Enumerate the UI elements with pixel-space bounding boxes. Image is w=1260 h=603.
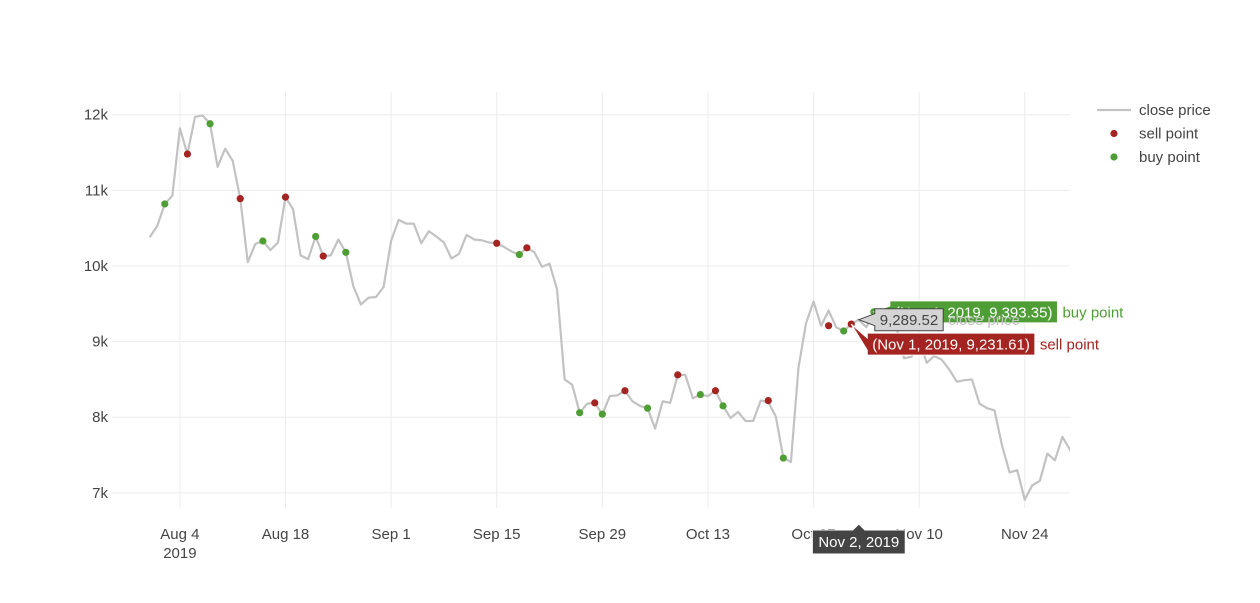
hover-x-label: Nov 2, 2019 <box>811 523 906 555</box>
sell-point-marker[interactable] <box>621 387 629 395</box>
sell-point-marker[interactable] <box>825 322 833 330</box>
axis-layer: 7k 8k 9k 10k 11k 12k Aug 4 2019 Aug 18 Sep 1 Sep 1… <box>84 107 1049 562</box>
sell-point-marker[interactable] <box>764 396 772 405</box>
sell-point-marker[interactable] <box>523 244 531 252</box>
x-tick-label: Sep 1 <box>372 526 411 543</box>
marker-layer <box>161 120 878 462</box>
legend-label-buy-point: buy point <box>1139 149 1201 166</box>
x-tick-sublabel: 2019 <box>163 545 196 562</box>
hover-label-value-sell-point: (Nov 1, 2019, 9,231.61) <box>872 337 1030 354</box>
sell-point-marker[interactable] <box>591 399 599 407</box>
hover-labels: Nov 2, 2019(Nov 4, 2019, 9,393.35) buy po… <box>811 300 1124 555</box>
x-tick-label: Sep 29 <box>579 526 627 543</box>
hover-label-close-price: 9,289.52 close price <box>857 308 1020 332</box>
hover-label-sell-point: (Nov 1, 2019, 9,231.61) sell point <box>850 323 1100 356</box>
hover-label-box-sell-point <box>850 323 1036 356</box>
x-tick-label: Sep 15 <box>473 526 521 543</box>
hover-label-value-close-price: 9,289.52 <box>880 312 938 329</box>
y-tick-label: 8k <box>92 409 108 426</box>
y-tick-label: 9k <box>92 334 108 351</box>
legend[interactable]: close price sell point buy point <box>1097 102 1211 166</box>
hover-label-name-sell-point: sell point <box>1040 337 1100 354</box>
y-tick-label: 11k <box>85 182 109 199</box>
sell-point-marker[interactable] <box>183 150 192 158</box>
buy-point-marker[interactable] <box>696 390 704 399</box>
y-tick-label: 10k <box>84 258 109 275</box>
legend-label-close-price: close price <box>1139 102 1211 119</box>
buy-point-marker[interactable] <box>515 251 523 259</box>
legend-swatch-buy-point <box>1110 153 1118 161</box>
hover-label-box-close-price <box>857 308 944 332</box>
x-tick-label: Aug 4 <box>160 526 199 543</box>
hover-x-label-text: Nov 2, 2019 <box>818 534 899 551</box>
x-tick-label: Nov 10 <box>895 526 943 543</box>
buy-point-marker[interactable] <box>259 237 267 245</box>
legend-label-sell-point: sell point <box>1139 126 1199 143</box>
legend-item-sell-point[interactable]: sell point <box>1110 126 1199 143</box>
y-tick-label: 7k <box>92 485 108 502</box>
buy-point-marker[interactable] <box>598 410 606 418</box>
sell-point-marker[interactable] <box>674 371 682 379</box>
sell-point-marker[interactable] <box>281 193 290 201</box>
buy-point-marker[interactable] <box>206 120 214 128</box>
hover-label-name-close-price: close price <box>948 312 1020 329</box>
buy-point-marker[interactable] <box>719 402 727 410</box>
legend-item-buy-point[interactable]: buy point <box>1110 149 1201 166</box>
buy-point-marker[interactable] <box>840 327 848 335</box>
x-tick-label: Nov 24 <box>1001 526 1049 543</box>
buy-point-marker[interactable] <box>342 248 350 256</box>
sell-point-marker[interactable] <box>319 252 327 260</box>
sell-point-marker[interactable] <box>493 239 501 247</box>
buy-point-marker[interactable] <box>576 409 584 417</box>
hover-label-name-buy-point: buy point <box>1062 304 1124 321</box>
legend-swatch-sell-point <box>1110 129 1118 138</box>
y-tick-label: 12k <box>84 107 109 124</box>
x-tick-label: Oct 13 <box>686 526 730 543</box>
legend-item-close-price[interactable]: close price <box>1097 102 1211 119</box>
sell-point-marker[interactable] <box>711 387 720 395</box>
buy-point-marker[interactable] <box>779 454 787 462</box>
buy-point-marker[interactable] <box>643 404 652 412</box>
x-tick-label: Aug 18 <box>262 526 310 543</box>
grid-layer <box>112 92 1070 508</box>
buy-point-marker[interactable] <box>312 232 320 241</box>
hover-x-label-box <box>811 523 906 555</box>
buy-point-marker[interactable] <box>161 200 169 208</box>
sell-point-marker[interactable] <box>236 195 244 203</box>
